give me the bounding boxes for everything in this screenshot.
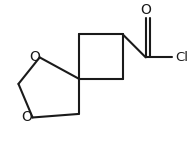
Text: O: O: [22, 111, 33, 124]
Text: O: O: [29, 50, 40, 64]
Text: Cl: Cl: [175, 51, 188, 64]
Text: O: O: [140, 3, 151, 17]
